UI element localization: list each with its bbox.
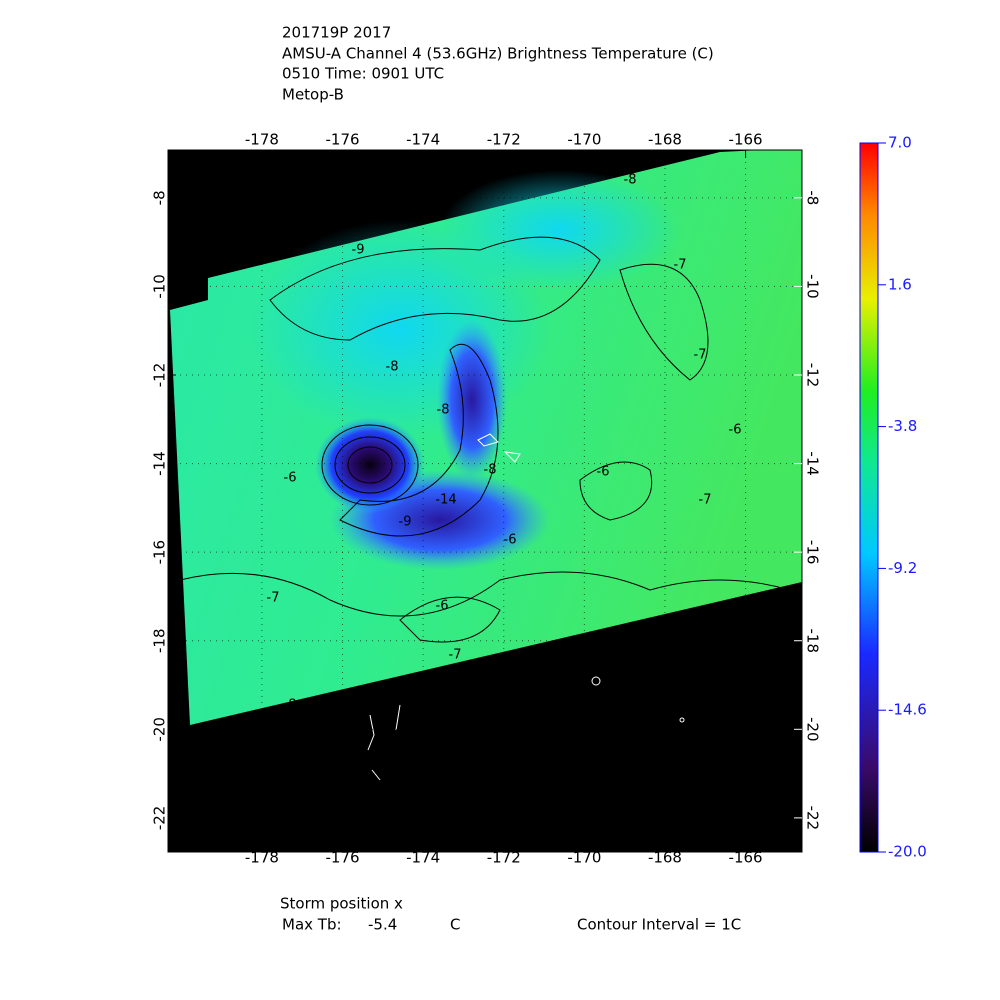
lat-tick-label: -22 — [804, 806, 822, 831]
lat-tick-label: -18 — [151, 628, 169, 653]
contour-label: -6 — [597, 465, 610, 480]
footer: Storm position x Max Tb: -5.4 C Contour … — [280, 895, 741, 934]
lat-tick-label: -20 — [804, 717, 822, 742]
lat-tick-label: -10 — [151, 274, 169, 299]
contour-label: -8 — [437, 403, 450, 418]
lon-tick-label: -166 — [729, 849, 763, 867]
contour-label: -14 — [435, 493, 456, 508]
lon-tick-label: -178 — [245, 849, 279, 867]
colorbar — [859, 142, 879, 853]
colorbar-label: -20.0 — [888, 843, 927, 861]
max-tb-label: Max Tb: — [282, 916, 342, 934]
title-line: AMSU-A Channel 4 (53.6GHz) Brightness Te… — [282, 45, 714, 63]
coastlines — [367, 433, 685, 781]
contour-label: -9 — [352, 243, 365, 258]
cold-region — [440, 170, 680, 290]
lon-tick-label: -168 — [648, 849, 682, 867]
colorbar-label: 7.0 — [888, 134, 912, 152]
contour-label: -9 — [399, 515, 412, 530]
map-image — [168, 150, 802, 852]
contour-label: -7 — [267, 591, 280, 606]
colorbar-label: -3.8 — [888, 417, 917, 435]
lon-tick-label: -176 — [325, 849, 359, 867]
contour-label: -6 — [729, 423, 742, 438]
lat-tick-label: -14 — [804, 451, 822, 476]
contour-label: -7 — [699, 493, 712, 508]
contour-label: -7 — [449, 648, 462, 663]
lon-tick-label: -172 — [487, 849, 521, 867]
contour-label: -7 — [694, 348, 707, 363]
lon-tick-label: -176 — [325, 131, 359, 149]
lat-tick-label: -20 — [151, 717, 169, 742]
max-tb-unit: C — [450, 916, 460, 934]
contours — [179, 236, 791, 643]
contour-interval: Contour Interval = 1C — [577, 916, 741, 934]
lon-tick-label: -174 — [406, 131, 440, 149]
lat-tick-label: -22 — [151, 806, 169, 831]
contour-label: -8 — [386, 360, 399, 375]
lat-tick-label: -8 — [151, 190, 169, 205]
contour-label: -7 — [674, 258, 687, 273]
lat-tick-label: -12 — [151, 363, 169, 388]
contour-label: -6 — [436, 599, 449, 614]
header: 201719P 2017 AMSU-A Channel 4 (53.6GHz) … — [282, 24, 714, 104]
contour-label: -6 — [504, 533, 517, 548]
storm-position: Storm position x — [280, 895, 403, 913]
colorbar-label: 1.6 — [888, 275, 912, 293]
lon-tick-label: -174 — [406, 849, 440, 867]
lon-tick-label: -166 — [729, 131, 763, 149]
colorbar-label: -9.2 — [888, 559, 917, 577]
title-line: 0510 Time: 0901 UTC — [282, 65, 444, 83]
lon-tick-label: -170 — [567, 849, 601, 867]
lat-tick-label: -12 — [804, 363, 822, 388]
title-line: Metop-B — [282, 86, 344, 104]
max-tb-value: -5.4 — [368, 916, 397, 934]
storm-core — [315, 417, 425, 513]
title-line: 201719P 2017 — [282, 24, 391, 42]
lon-tick-label: -172 — [487, 131, 521, 149]
lat-tick-label: -8 — [804, 190, 822, 205]
lon-tick-label: -170 — [567, 131, 601, 149]
colorbar-label: -14.6 — [888, 701, 927, 719]
lat-tick-label: -16 — [151, 540, 169, 565]
lat-tick-label: -18 — [804, 628, 822, 653]
contour-label: -6 — [284, 471, 297, 486]
map-frame — [167, 149, 803, 853]
rain-band — [437, 320, 507, 480]
lat-tick-label: -10 — [804, 274, 822, 299]
lat-tick-label: -16 — [804, 540, 822, 565]
contour-label: -8 — [284, 698, 297, 713]
lon-tick-label: -168 — [648, 131, 682, 149]
lat-tick-label: -14 — [151, 451, 169, 476]
lon-tick-label: -178 — [245, 131, 279, 149]
contour-label: -8 — [624, 173, 637, 188]
contour-label: -8 — [484, 463, 497, 478]
